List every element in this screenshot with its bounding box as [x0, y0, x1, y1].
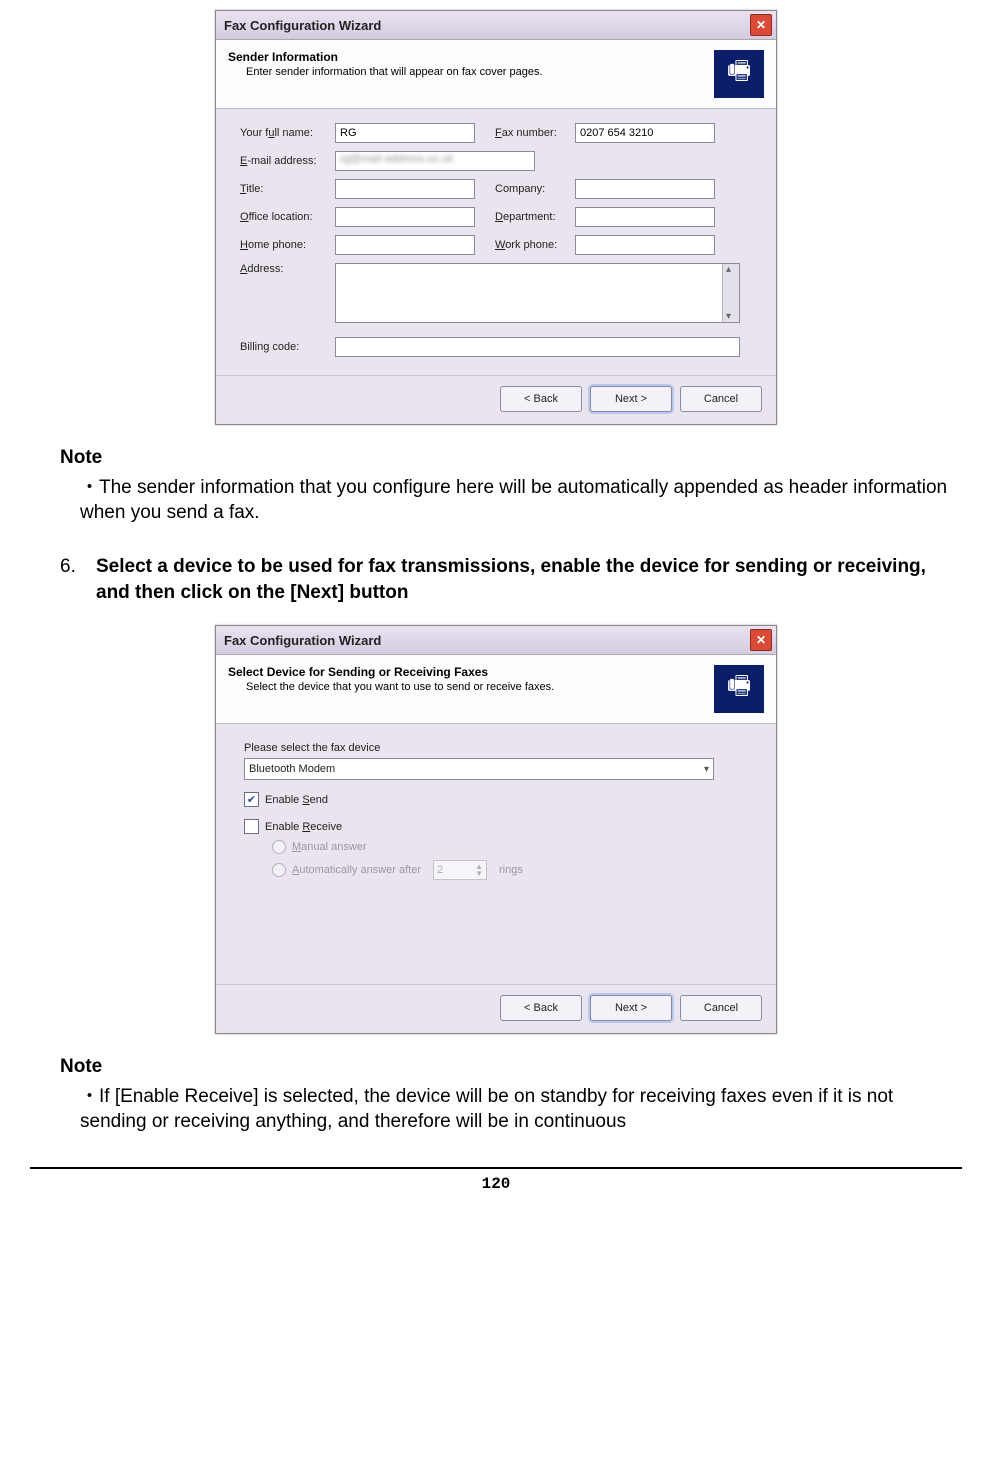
next-button[interactable]: Next > — [590, 386, 672, 412]
radio-icon — [272, 840, 286, 854]
manual-answer-radio: Manual answer — [272, 840, 748, 854]
receive-options: Manual answer Automatically answer after… — [272, 840, 748, 880]
label-department: Department: — [495, 211, 575, 223]
fax-wizard-sender-dialog: Fax Configuration Wizard ✕ Sender Inform… — [215, 10, 777, 425]
checkbox-label: Enable Receive — [265, 821, 342, 833]
label-title: Title: — [240, 183, 335, 195]
fax-wizard-device-dialog: Fax Configuration Wizard ✕ Select Device… — [215, 625, 777, 1034]
label-email: E-mail address: — [240, 155, 335, 167]
label-billing: Billing code: — [240, 341, 335, 353]
fax-device-select[interactable]: Bluetooth Modem ▾ — [244, 758, 714, 780]
wizard-heading: Sender Information — [228, 50, 714, 64]
wizard-subtext: Enter sender information that will appea… — [228, 64, 714, 78]
radio-label-post: rings — [499, 864, 523, 876]
fullname-field[interactable] — [335, 123, 475, 143]
step-number: 6. — [60, 554, 96, 605]
wizard-subtext: Select the device that you want to use t… — [228, 679, 714, 693]
note-body: ・The sender information that you configu… — [80, 475, 962, 526]
checkbox-checked-icon: ✔ — [244, 792, 259, 807]
close-icon[interactable]: ✕ — [750, 14, 772, 36]
radio-label-pre: Automatically answer after — [292, 864, 421, 876]
address-field[interactable] — [335, 263, 740, 323]
next-button[interactable]: Next > — [590, 995, 672, 1021]
note-body: ・If [Enable Receive] is selected, the de… — [80, 1084, 962, 1135]
title-field[interactable] — [335, 179, 475, 199]
fax-icon: 🖷 — [714, 665, 764, 713]
enable-send-checkbox[interactable]: ✔ Enable Send — [244, 792, 748, 807]
label-company: Company: — [495, 183, 575, 195]
workphone-field[interactable] — [575, 235, 715, 255]
fax-icon: 🖷 — [714, 50, 764, 98]
cancel-button[interactable]: Cancel — [680, 995, 762, 1021]
stepper-icon: ▲▼ — [475, 863, 483, 877]
note-heading: Note — [60, 1054, 962, 1080]
department-field[interactable] — [575, 207, 715, 227]
back-button[interactable]: < Back — [500, 386, 582, 412]
rings-value: 2 — [437, 864, 443, 876]
radio-label: Manual answer — [292, 841, 367, 853]
company-field[interactable] — [575, 179, 715, 199]
select-value: Bluetooth Modem — [249, 763, 335, 775]
label-homephone: Home phone: — [240, 239, 335, 251]
checkbox-label: Enable Send — [265, 794, 328, 806]
wizard-header: Select Device for Sending or Receiving F… — [216, 655, 776, 724]
label-workphone: Work phone: — [495, 239, 575, 251]
back-button[interactable]: < Back — [500, 995, 582, 1021]
wizard-heading: Select Device for Sending or Receiving F… — [228, 665, 714, 679]
checkbox-icon — [244, 819, 259, 834]
office-field[interactable] — [335, 207, 475, 227]
radio-icon — [272, 863, 286, 877]
page-number: 120 — [0, 1175, 992, 1193]
step-text: Select a device to be used for fax trans… — [96, 554, 962, 605]
rings-stepper: 2 ▲▼ — [433, 860, 487, 880]
label-select-device: Please select the fax device — [244, 742, 748, 754]
wizard-header: Sender Information Enter sender informat… — [216, 40, 776, 109]
titlebar: Fax Configuration Wizard ✕ — [216, 626, 776, 655]
label-address: Address: — [240, 263, 335, 275]
chevron-down-icon: ▾ — [704, 764, 709, 775]
label-fullname: Your full name: — [240, 127, 335, 139]
cancel-button[interactable]: Cancel — [680, 386, 762, 412]
billing-field[interactable] — [335, 337, 740, 357]
dialog-title: Fax Configuration Wizard — [224, 633, 381, 648]
close-icon[interactable]: ✕ — [750, 629, 772, 651]
auto-answer-radio: Automatically answer after 2 ▲▼ rings — [272, 860, 748, 880]
scrollbar[interactable] — [722, 264, 739, 322]
label-fax: Fax number: — [495, 127, 575, 139]
footer-rule — [30, 1167, 962, 1169]
homephone-field[interactable] — [335, 235, 475, 255]
titlebar: Fax Configuration Wizard ✕ — [216, 11, 776, 40]
enable-receive-checkbox[interactable]: Enable Receive — [244, 819, 748, 834]
note-heading: Note — [60, 445, 962, 471]
label-office: Office location: — [240, 211, 335, 223]
fax-number-field[interactable] — [575, 123, 715, 143]
email-field[interactable]: rg@mail-address.co.uk — [335, 151, 535, 171]
dialog-title: Fax Configuration Wizard — [224, 18, 381, 33]
